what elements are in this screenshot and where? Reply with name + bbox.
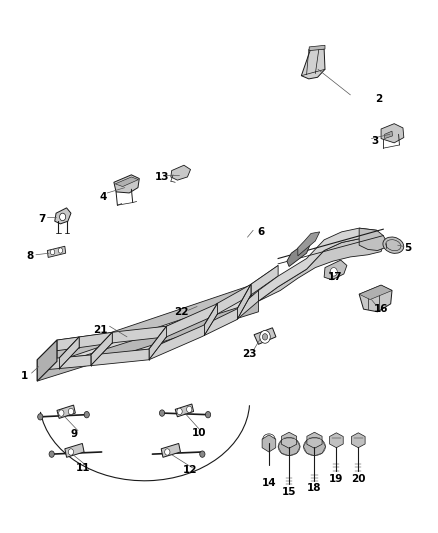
Polygon shape (351, 433, 365, 448)
Circle shape (49, 451, 54, 457)
Circle shape (58, 248, 63, 253)
Polygon shape (329, 433, 343, 448)
Circle shape (200, 451, 205, 457)
Polygon shape (307, 432, 322, 448)
Polygon shape (385, 131, 392, 139)
Text: 12: 12 (183, 465, 198, 475)
Polygon shape (57, 276, 278, 361)
Polygon shape (304, 438, 325, 456)
Text: 21: 21 (93, 326, 108, 335)
Circle shape (68, 408, 74, 415)
Text: 23: 23 (242, 350, 257, 359)
Polygon shape (254, 328, 276, 344)
Polygon shape (65, 443, 84, 457)
Text: 15: 15 (282, 487, 297, 497)
Circle shape (159, 410, 165, 416)
Polygon shape (287, 243, 311, 266)
Polygon shape (161, 443, 180, 457)
Polygon shape (301, 48, 325, 79)
Polygon shape (359, 285, 392, 312)
Text: 4: 4 (99, 192, 106, 202)
Polygon shape (258, 239, 383, 301)
Polygon shape (262, 435, 276, 452)
Circle shape (262, 334, 268, 340)
Circle shape (205, 411, 211, 418)
Text: 22: 22 (174, 307, 189, 317)
Polygon shape (298, 232, 320, 256)
Text: 5: 5 (404, 243, 411, 253)
Text: 1: 1 (21, 371, 28, 381)
Polygon shape (115, 177, 138, 187)
Polygon shape (258, 228, 377, 301)
Circle shape (260, 330, 270, 343)
Polygon shape (204, 303, 217, 335)
Text: 16: 16 (374, 304, 389, 314)
Polygon shape (47, 246, 66, 257)
Polygon shape (278, 438, 300, 456)
Circle shape (165, 449, 170, 455)
Polygon shape (55, 208, 71, 224)
Polygon shape (57, 405, 75, 418)
Polygon shape (37, 301, 258, 381)
Text: 8: 8 (26, 251, 33, 261)
Text: 3: 3 (371, 136, 378, 146)
Polygon shape (57, 265, 278, 351)
Polygon shape (282, 432, 297, 448)
Circle shape (38, 414, 43, 420)
Text: 20: 20 (351, 474, 366, 484)
Text: 9: 9 (71, 430, 78, 439)
Circle shape (84, 411, 89, 418)
Polygon shape (37, 290, 258, 370)
Text: 18: 18 (307, 483, 322, 493)
Text: 17: 17 (328, 272, 343, 282)
Circle shape (187, 406, 192, 413)
Circle shape (60, 213, 66, 221)
Polygon shape (309, 45, 325, 51)
Polygon shape (175, 404, 194, 417)
Ellipse shape (383, 237, 404, 253)
Text: 10: 10 (192, 428, 207, 438)
Polygon shape (237, 285, 251, 319)
Polygon shape (359, 285, 392, 300)
Circle shape (330, 268, 337, 276)
Polygon shape (37, 265, 278, 360)
Circle shape (68, 449, 74, 455)
Polygon shape (381, 124, 404, 143)
Circle shape (50, 249, 55, 255)
Polygon shape (91, 333, 112, 366)
Text: 11: 11 (76, 463, 91, 473)
Polygon shape (171, 165, 191, 180)
Text: 14: 14 (261, 478, 276, 488)
Text: 6: 6 (257, 227, 264, 237)
Text: 2: 2 (375, 94, 382, 103)
Text: 19: 19 (329, 474, 343, 484)
Polygon shape (59, 337, 79, 368)
Circle shape (59, 410, 64, 416)
Text: 7: 7 (38, 214, 45, 223)
Polygon shape (114, 175, 139, 193)
Polygon shape (149, 326, 166, 360)
Text: 13: 13 (155, 172, 170, 182)
Polygon shape (359, 228, 386, 251)
Polygon shape (324, 260, 347, 280)
Polygon shape (37, 340, 57, 381)
Circle shape (177, 408, 182, 415)
